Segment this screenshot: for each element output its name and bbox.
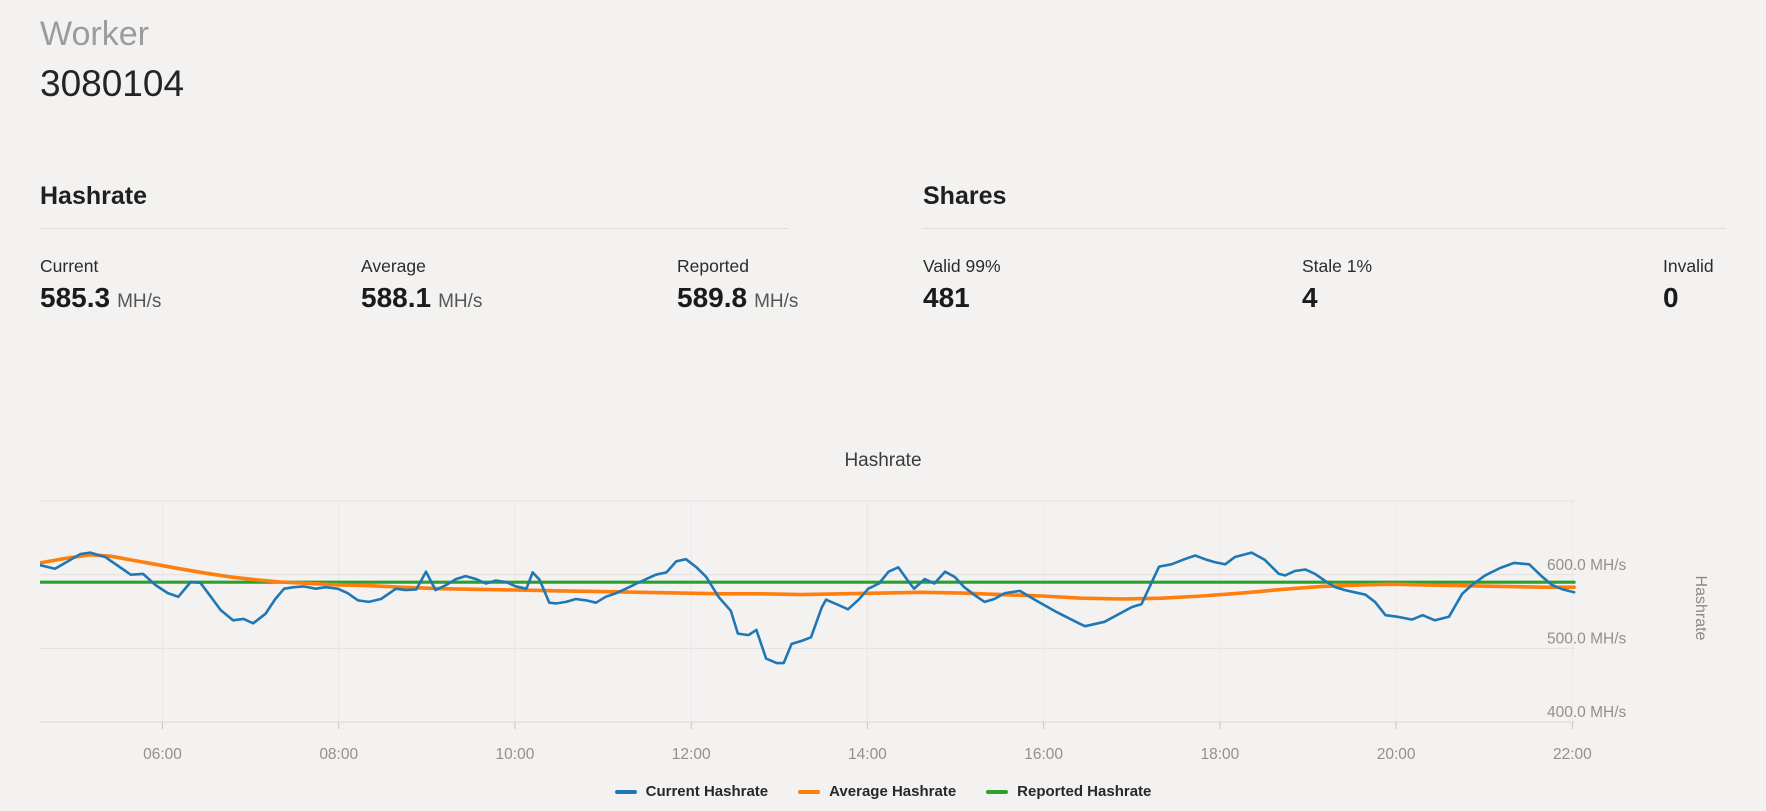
stat-invalid-shares: Invalid 0 [1663, 255, 1726, 320]
stat-label: Reported [677, 256, 749, 276]
y-axis-tick-label: 400.0 MH/s [1547, 704, 1627, 721]
stat-unit: MH/s [117, 291, 162, 312]
shares-section: Shares Valid 99% 481 Stale 1% 4 Invalid [923, 182, 1726, 320]
x-axis-tick-label: 20:00 [1377, 746, 1416, 763]
stat-value: 4 [1302, 282, 1318, 313]
section-divider [923, 228, 1726, 229]
chart-title: Hashrate [844, 450, 922, 471]
x-axis-tick-label: 22:00 [1553, 746, 1592, 763]
hashrate-line-chart[interactable]: 06:00 08:00 10:00 12:00 14:00 16:00 18:00 20:00… [38, 487, 1726, 767]
hashrate-stats: Current 585.3 MH/s Average 588.1 MH/s Repo… [40, 255, 798, 320]
stat-label: Valid 99% [923, 256, 1001, 276]
y-axis-title: Hashrate [1692, 576, 1709, 641]
legend-swatch [614, 790, 637, 794]
hashrate-section-heading: Hashrate [40, 182, 147, 210]
stat-value: 585.3 [40, 282, 111, 313]
stat-value: 481 [923, 282, 970, 313]
x-axis-tick-label: 14:00 [848, 746, 887, 763]
hashrate-chart[interactable]: 06:00 08:00 10:00 12:00 14:00 16:00 18:00 20:00… [38, 487, 1726, 772]
stat-value-row: 588.1 MH/s [361, 281, 677, 320]
legend-swatch [798, 790, 821, 794]
stat-value-row: 589.8 MH/s [677, 281, 798, 320]
chart-legend: Current Hashrate Average Hashrate Reported… [40, 782, 1726, 802]
section-divider [40, 228, 788, 229]
stat-value-row: 0 [1663, 281, 1726, 320]
stat-value-row: 585.3 MH/s [40, 281, 361, 320]
stat-value: 0 [1663, 282, 1679, 313]
y-axis-tick-label: 600.0 MH/s [1547, 557, 1627, 574]
x-axis-tick-label: 12:00 [672, 746, 711, 763]
stat-stale-shares: Stale 1% 4 [1302, 255, 1663, 320]
page-title: Worker [40, 15, 149, 53]
y-axis-tick-label: 500.0 MH/s [1547, 630, 1627, 647]
shares-stats: Valid 99% 481 Stale 1% 4 Invalid 0 [923, 255, 1726, 320]
legend-label: Current Hashrate [645, 783, 769, 800]
legend-item-reported-hashrate[interactable]: Reported Hashrate [986, 782, 1151, 802]
stat-value-row: 481 [923, 281, 1302, 320]
x-axis-tick-label: 08:00 [319, 746, 358, 763]
stat-valid-shares: Valid 99% 481 [923, 255, 1302, 320]
legend-item-average-hashrate[interactable]: Average Hashrate [798, 782, 956, 802]
stat-label: Average [361, 256, 426, 276]
stat-unit: MH/s [754, 291, 799, 312]
page-header: Worker 3080104 [40, 14, 1726, 108]
summary-stats: Hashrate Current 585.3 MH/s Average 588.1… [40, 182, 1726, 320]
worker-id: 3080104 [40, 63, 185, 104]
x-axis-tick-label: 18:00 [1200, 746, 1239, 763]
stat-label: Invalid [1663, 256, 1714, 276]
legend-item-current-hashrate[interactable]: Current Hashrate [614, 782, 769, 802]
x-axis-tick-label: 06:00 [143, 746, 182, 763]
legend-label: Average Hashrate [829, 783, 957, 800]
stat-label: Current [40, 256, 99, 276]
x-axis-tick-label: 16:00 [1024, 746, 1063, 763]
stat-average-hashrate: Average 588.1 MH/s [361, 255, 677, 320]
stat-label: Stale 1% [1302, 256, 1373, 276]
stat-value-row: 4 [1302, 281, 1663, 320]
series-line-average-hashrate[interactable] [38, 553, 1576, 601]
x-axis-tick-label: 10:00 [496, 746, 535, 763]
stat-value: 588.1 [361, 282, 432, 313]
stat-reported-hashrate: Reported 589.8 MH/s [677, 255, 798, 320]
shares-section-heading: Shares [923, 182, 1007, 210]
stat-unit: MH/s [438, 291, 483, 312]
hashrate-section: Hashrate Current 585.3 MH/s Average 588.1… [40, 182, 798, 320]
series-line-current-hashrate[interactable] [38, 551, 1576, 665]
legend-swatch [986, 790, 1009, 794]
legend-label: Reported Hashrate [1017, 783, 1152, 800]
stat-value: 589.8 [677, 282, 748, 313]
stat-current-hashrate: Current 585.3 MH/s [40, 255, 361, 320]
